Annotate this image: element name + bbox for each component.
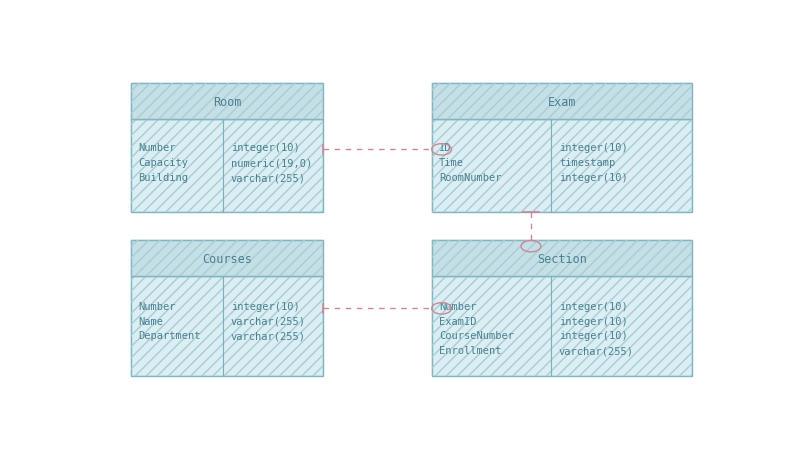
Bar — [131, 241, 323, 276]
Bar — [131, 276, 323, 376]
Bar — [432, 276, 692, 376]
Bar — [131, 120, 323, 213]
Text: integer(10)
varchar(255)
varchar(255): integer(10) varchar(255) varchar(255) — [230, 301, 306, 341]
Text: Exam: Exam — [548, 95, 576, 108]
Bar — [131, 276, 323, 376]
Text: ID
Time
RoomNumber: ID Time RoomNumber — [439, 143, 502, 182]
Text: Room: Room — [213, 95, 242, 108]
Text: Number
ExamID
CourseNumber
Enrollment: Number ExamID CourseNumber Enrollment — [439, 301, 514, 356]
Bar — [131, 241, 323, 276]
Text: Number
Capacity
Building: Number Capacity Building — [138, 143, 189, 182]
Bar — [131, 84, 323, 120]
Bar — [432, 120, 692, 213]
Bar — [131, 120, 323, 213]
Text: Section: Section — [537, 252, 587, 265]
Text: Courses: Courses — [202, 252, 252, 265]
Text: integer(10)
numeric(19,0)
varchar(255): integer(10) numeric(19,0) varchar(255) — [230, 143, 312, 182]
Bar — [131, 84, 323, 120]
Bar — [432, 84, 692, 120]
Bar — [432, 241, 692, 276]
Text: integer(10)
integer(10)
integer(10)
varchar(255): integer(10) integer(10) integer(10) varc… — [559, 301, 634, 356]
Text: integer(10)
timestamp
integer(10): integer(10) timestamp integer(10) — [559, 143, 628, 182]
Text: Number
Name
Department: Number Name Department — [138, 301, 201, 341]
Bar — [432, 120, 692, 213]
Bar — [432, 241, 692, 276]
Bar — [432, 84, 692, 120]
Bar — [432, 276, 692, 376]
